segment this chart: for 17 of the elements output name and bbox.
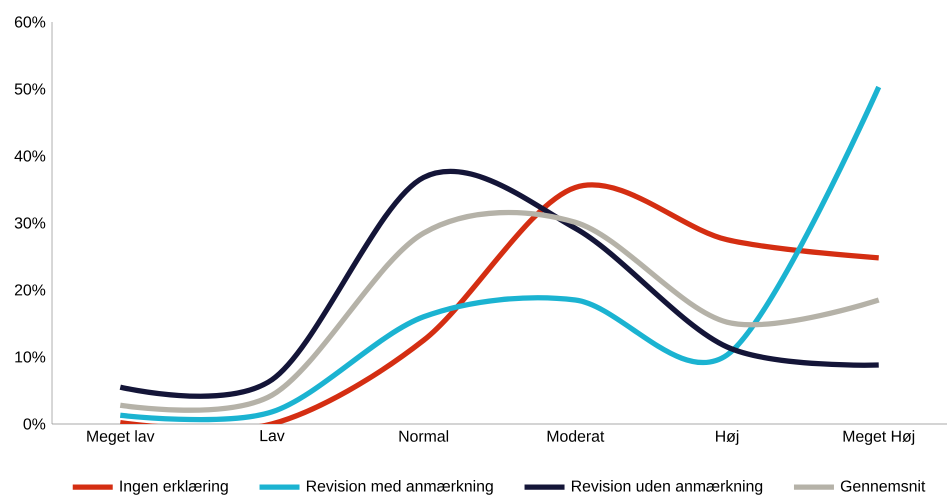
legend-label: Gennemsnit — [840, 480, 926, 492]
y-tick-label: 0% — [24, 418, 46, 430]
x-tick-label: Lav — [260, 430, 285, 442]
legend-label: Revision med anmærkning — [306, 480, 493, 495]
x-tick-label: Meget Høj — [844, 430, 914, 445]
x-tick-label: Meget lav — [87, 430, 154, 445]
legend-label: Revision uden anmærkning — [572, 480, 762, 495]
y-tick-label: 60% — [14, 16, 46, 28]
y-tick-label: 40% — [14, 150, 46, 162]
y-tick-label: 30% — [14, 217, 46, 229]
x-tick-label: Moderat — [548, 430, 604, 442]
y-tick-label: 20% — [14, 284, 46, 296]
x-tick-label: Normal — [399, 430, 448, 442]
y-tick-label: 50% — [14, 83, 46, 95]
y-tick-label: 10% — [15, 351, 46, 363]
x-tick-label: Høj — [716, 430, 738, 445]
legend-label: Ingen erklæring — [120, 480, 228, 495]
